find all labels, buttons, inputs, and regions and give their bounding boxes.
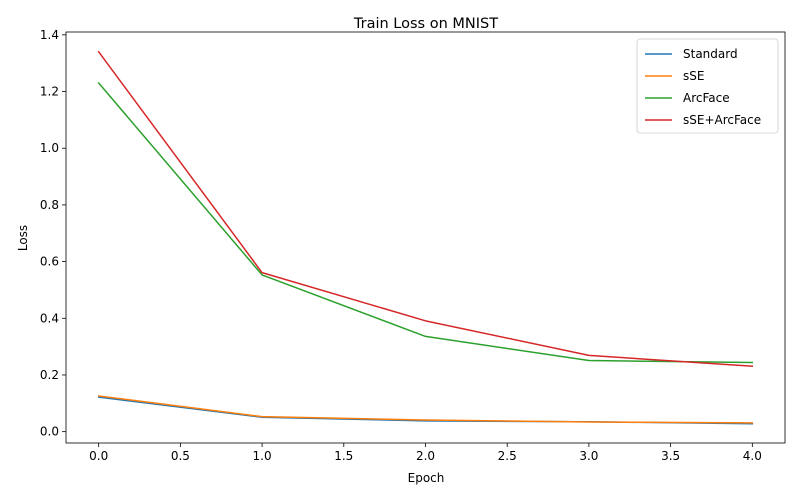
series-line-sse-arcface	[97, 50, 754, 367]
y-tick-label: 1.4	[40, 28, 59, 42]
y-tick-label: 0.6	[40, 255, 59, 269]
x-tick-label: 4.0	[743, 449, 762, 463]
y-tick-label: 0.0	[40, 425, 59, 439]
x-tick-label: 0.0	[89, 449, 108, 463]
legend-label: Standard	[683, 47, 738, 61]
y-tick-label: 0.2	[40, 368, 59, 382]
x-tick-label: 0.5	[171, 449, 190, 463]
plot-area-frame	[65, 31, 786, 444]
y-tick-label: 1.0	[40, 141, 59, 155]
y-tick-label: 0.4	[40, 311, 59, 325]
x-tick-label: 2.0	[416, 449, 435, 463]
x-tick-label: 3.5	[661, 449, 680, 463]
x-tick-label: 1.0	[253, 449, 272, 463]
x-tick-label: 1.5	[334, 449, 353, 463]
legend-label: ArcFace	[683, 91, 730, 105]
y-tick-label: 0.8	[40, 198, 59, 212]
chart-title: Train Loss on MNIST	[353, 16, 498, 32]
legend-box	[636, 38, 779, 134]
legend-label: sSE+ArcFace	[683, 113, 761, 127]
legend-label: sSE	[683, 69, 704, 83]
y-axis-title: Loss	[16, 225, 30, 251]
x-tick-label: 3.0	[579, 449, 598, 463]
series-line-arcface	[97, 81, 754, 364]
y-tick-label: 1.2	[40, 85, 59, 99]
series-line-sse	[97, 395, 754, 424]
x-tick-label: 2.5	[498, 449, 517, 463]
legend: Standard sSE ArcFace sSE+ArcFace	[636, 38, 779, 134]
x-axis-title: Epoch	[408, 471, 445, 485]
